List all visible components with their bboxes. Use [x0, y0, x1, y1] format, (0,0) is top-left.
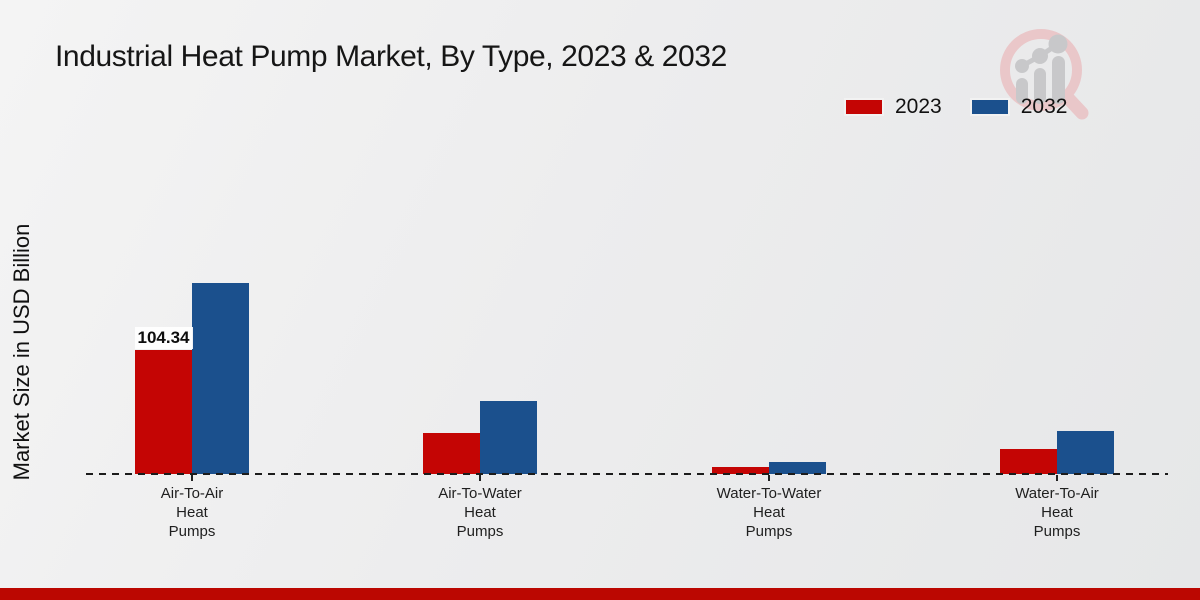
- chart-title: Industrial Heat Pump Market, By Type, 20…: [55, 40, 727, 73]
- footer-red-band: [0, 588, 1200, 600]
- category-label-air-to-water-heat-pumps: Air-To-Water Heat Pumps: [438, 485, 522, 540]
- x-axis-tick-air-to-water-heat-pumps: [479, 475, 481, 481]
- value-label-air-to-air-heat-pumps: 104.34: [134, 327, 193, 349]
- legend-item-2023: 2023: [844, 95, 942, 119]
- bar-2032-water-to-water-heat-pumps: [769, 462, 826, 474]
- category-label-water-to-water-heat-pumps: Water-To-Water Heat Pumps: [716, 485, 822, 540]
- x-axis-tick-water-to-water-heat-pumps: [768, 475, 770, 481]
- bar-2032-air-to-air-heat-pumps: [192, 283, 249, 474]
- bar-2023-water-to-air-heat-pumps: [1000, 449, 1057, 474]
- bar-2023-air-to-water-heat-pumps: [423, 433, 480, 474]
- legend: 2023 2032: [844, 95, 1067, 119]
- bar-2023-air-to-air-heat-pumps: [135, 350, 192, 474]
- x-axis-tick-water-to-air-heat-pumps: [1056, 475, 1058, 481]
- category-label-water-to-air-heat-pumps: Water-To-Air Heat Pumps: [1015, 485, 1099, 540]
- bar-2032-air-to-water-heat-pumps: [480, 401, 537, 474]
- legend-item-2032: 2032: [969, 95, 1068, 119]
- legend-label-2023: 2023: [895, 95, 942, 118]
- legend-label-2032: 2032: [1020, 95, 1068, 118]
- category-label-air-to-air-heat-pumps: Air-To-Air Heat Pumps: [160, 485, 224, 540]
- bar-2032-water-to-air-heat-pumps: [1057, 431, 1114, 474]
- legend-swatch-2032: [969, 98, 1010, 116]
- x-axis-baseline: [86, 473, 1168, 475]
- bar-2023-water-to-water-heat-pumps: [712, 467, 769, 474]
- magnifier-growth-logo-icon: [1000, 29, 1089, 120]
- x-axis-tick-air-to-air-heat-pumps: [191, 475, 193, 481]
- legend-swatch-2023: [844, 98, 884, 116]
